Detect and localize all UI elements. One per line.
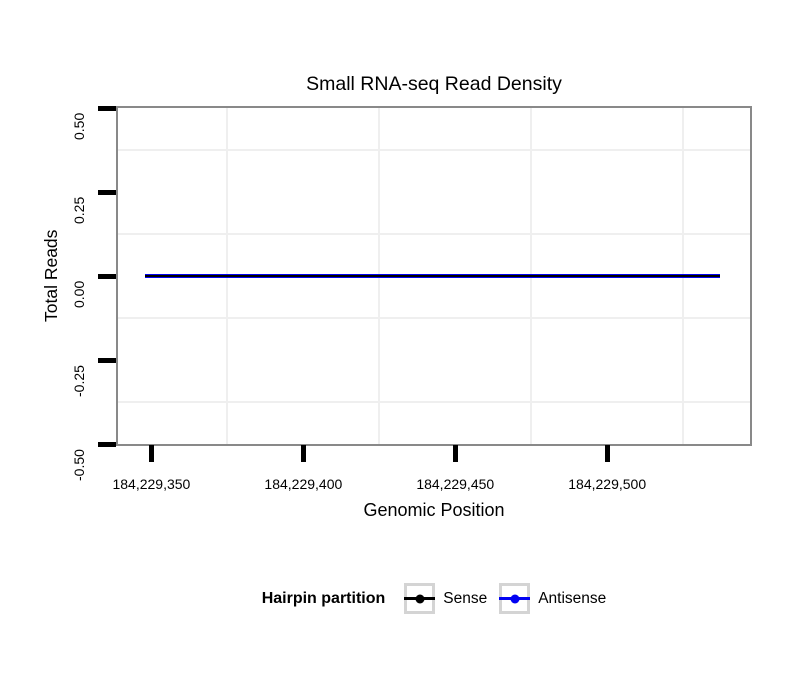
legend-title: Hairpin partition <box>261 589 386 607</box>
chart-title: Small RNA-seq Read Density <box>306 73 562 95</box>
antisense-legend-key-icon <box>499 583 531 614</box>
y-tick <box>98 105 116 111</box>
y-tick-label: -0.25 <box>71 365 87 397</box>
y-tick <box>98 357 116 363</box>
x-tick <box>148 445 154 462</box>
plot-panel <box>116 106 752 446</box>
minor-gridline-h <box>118 317 750 319</box>
minor-gridline-h <box>118 401 750 403</box>
legend: Hairpin partition Sense Antisense <box>116 583 752 614</box>
y-axis-title: Total Reads <box>41 229 61 323</box>
antisense-key-dot-icon <box>510 594 520 603</box>
y-tick <box>98 189 116 195</box>
y-tick <box>98 273 116 279</box>
y-tick <box>98 441 116 447</box>
x-axis-title: Genomic Position <box>363 500 505 520</box>
x-tick-label: 184,229,450 <box>416 476 495 492</box>
y-tick-label: -0.50 <box>71 449 87 481</box>
sense-line <box>145 275 720 277</box>
x-tick <box>452 445 458 462</box>
y-tick-label: 0.25 <box>71 197 87 225</box>
legend-label-sense: Sense <box>443 589 488 607</box>
sense-key-dot-icon <box>415 594 425 603</box>
x-tick-label: 184,229,500 <box>568 476 647 492</box>
x-tick-label: 184,229,400 <box>264 476 343 492</box>
sense-legend-key-icon <box>404 583 436 614</box>
minor-gridline-h <box>118 233 750 235</box>
x-tick <box>604 445 610 462</box>
x-tick <box>300 445 306 462</box>
minor-gridline-h <box>118 149 750 151</box>
y-tick-label: 0.50 <box>71 113 87 141</box>
y-tick-label: 0.00 <box>71 281 87 309</box>
legend-label-antisense: Antisense <box>538 589 607 607</box>
x-tick-label: 184,229,350 <box>112 476 191 492</box>
